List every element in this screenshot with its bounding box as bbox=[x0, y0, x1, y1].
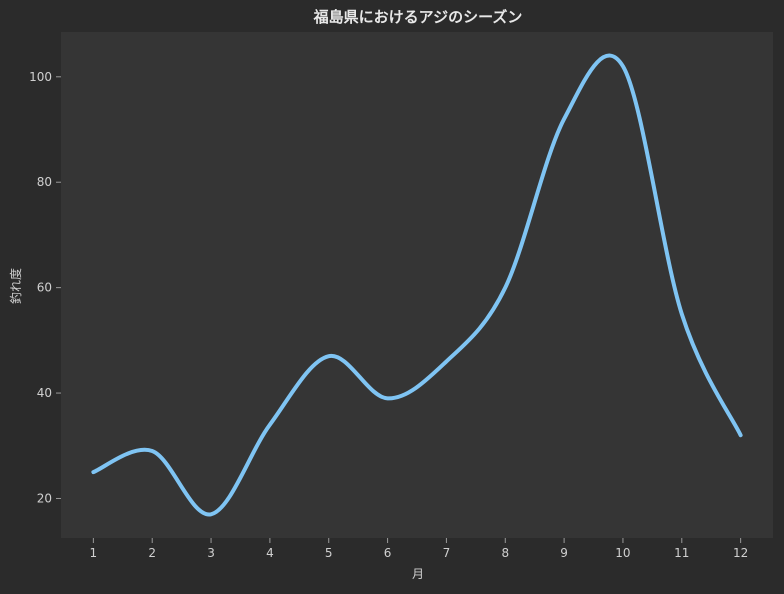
plot-area bbox=[61, 32, 773, 538]
y-tick-label: 100 bbox=[29, 70, 52, 84]
y-axis-label: 釣れ度 bbox=[8, 268, 23, 304]
x-tick-label: 12 bbox=[733, 546, 748, 560]
x-tick-label: 7 bbox=[443, 546, 451, 560]
x-tick-label: 10 bbox=[615, 546, 630, 560]
series-layer bbox=[91, 53, 743, 517]
y-tick-label: 80 bbox=[37, 175, 52, 189]
x-tick-label: 11 bbox=[674, 546, 689, 560]
x-tick-label: 2 bbox=[148, 546, 156, 560]
x-axis-label: 月 bbox=[412, 567, 424, 581]
x-tick-label: 9 bbox=[560, 546, 568, 560]
y-tick-label: 40 bbox=[37, 386, 52, 400]
chart-title: 福島県におけるアジのシーズン bbox=[313, 8, 523, 26]
y-axis: 20 40 60 80 100 bbox=[29, 70, 61, 505]
series-line bbox=[91, 53, 743, 517]
x-tick-label: 8 bbox=[501, 546, 509, 560]
y-tick-label: 20 bbox=[37, 491, 52, 505]
x-tick-label: 5 bbox=[325, 546, 333, 560]
y-tick-label: 60 bbox=[37, 281, 52, 295]
x-tick-label: 6 bbox=[384, 546, 392, 560]
x-tick-label: 3 bbox=[207, 546, 215, 560]
x-axis: 1 2 3 4 5 6 7 8 9 10 11 12 bbox=[90, 538, 748, 560]
x-tick-label: 4 bbox=[266, 546, 274, 560]
x-tick-label: 1 bbox=[90, 546, 98, 560]
